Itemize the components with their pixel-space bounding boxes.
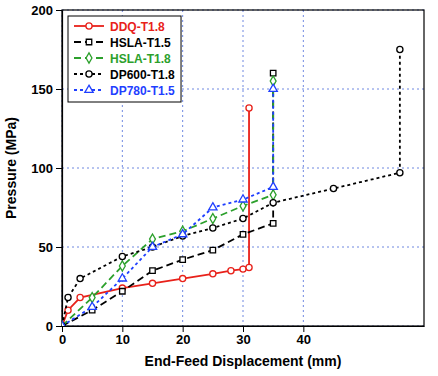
marker (210, 213, 216, 223)
marker (150, 268, 155, 273)
marker (397, 170, 403, 176)
marker (119, 253, 125, 259)
tick: 0 (46, 319, 62, 334)
legend-label: DDQ-T1.8 (110, 20, 165, 34)
legend-marker (86, 71, 92, 77)
series-group (62, 46, 403, 326)
tick-mark (56, 168, 62, 169)
legend-label: DP780-T1.5 (110, 84, 175, 98)
tick-mark (56, 326, 62, 327)
legend-marker (86, 39, 91, 44)
tick-mark (56, 247, 62, 248)
marker (119, 261, 125, 271)
legend-label: HSLA-T1.8 (110, 52, 171, 66)
marker (149, 280, 155, 286)
marker (269, 182, 277, 189)
marker (180, 276, 186, 282)
tick-label: 20 (176, 332, 190, 347)
series-line (62, 73, 273, 326)
marker (88, 302, 96, 309)
axis-line (62, 11, 63, 327)
marker (77, 294, 83, 300)
series-line (62, 89, 273, 326)
marker (269, 84, 277, 91)
tick-label: 40 (297, 332, 311, 347)
marker (120, 289, 125, 294)
grid-line-y (62, 168, 424, 169)
tick: 50 (39, 240, 62, 255)
series-line (62, 108, 249, 326)
marker (210, 225, 216, 231)
tick: 100 (31, 161, 62, 176)
legend-marker (86, 23, 92, 29)
y-axis-title: Pressure (MPa) (3, 117, 19, 219)
legend-box (68, 16, 181, 102)
tick-label: 10 (116, 332, 130, 347)
tick-mark (56, 89, 62, 90)
tick-mark (243, 326, 244, 332)
marker (240, 266, 246, 272)
grid (62, 10, 424, 326)
marker (65, 294, 71, 300)
plot: 0 10 20 30 40 0 50 100 150 200 DDQ-T1.8 HSLA-T1.5 HS… (31, 3, 424, 348)
legend-label: DP600-T1.8 (110, 68, 175, 82)
series-line (62, 50, 400, 327)
marker (179, 230, 187, 237)
tick: 30 (236, 326, 250, 347)
tick: 200 (31, 3, 62, 18)
marker (240, 232, 245, 237)
plot-frame (62, 10, 424, 326)
legend-label: HSLA-T1.5 (110, 36, 171, 50)
legend-marker (85, 85, 93, 92)
tick: 40 (297, 326, 311, 347)
tick-label: 30 (236, 332, 250, 347)
tick-mark (56, 10, 62, 11)
marker (210, 271, 216, 277)
marker (210, 247, 215, 252)
x-axis: 0 10 20 30 40 (59, 326, 425, 347)
tick-label: 150 (31, 82, 53, 97)
tick: 150 (31, 82, 62, 97)
marker (62, 321, 66, 326)
marker (209, 203, 217, 210)
marker (246, 264, 252, 270)
marker (239, 195, 247, 202)
marker (148, 242, 156, 249)
tick-label: 0 (46, 319, 53, 334)
legend: DDQ-T1.8 HSLA-T1.5 HSLA-T1.8 DP600-T1.8 DP78… (68, 16, 181, 102)
tick: 0 (59, 326, 66, 347)
x-axis-title: End-Feed Displacement (mm) (145, 353, 342, 369)
marker (270, 200, 276, 206)
chart: 0 10 20 30 40 0 50 100 150 200 DDQ-T1.8 HSLA-T1.5 HS… (0, 0, 438, 376)
tick-label: 50 (39, 240, 53, 255)
marker (397, 46, 403, 52)
tick: 10 (116, 326, 130, 347)
marker (228, 268, 234, 274)
marker (330, 185, 336, 191)
marker (77, 276, 83, 282)
marker (180, 257, 185, 262)
y-axis: 0 50 100 150 200 (31, 3, 62, 334)
tick: 20 (176, 326, 190, 347)
tick-label: 100 (31, 161, 53, 176)
marker (270, 221, 275, 226)
marker (240, 215, 246, 221)
tick-label: 0 (59, 332, 66, 347)
grid-line-y (62, 247, 424, 248)
marker (118, 274, 126, 281)
legend-marker (86, 53, 92, 63)
marker (270, 190, 276, 200)
tick-mark (122, 326, 123, 332)
tick-mark (62, 326, 63, 332)
series-line (62, 81, 273, 326)
marker (246, 105, 252, 111)
tick-mark (303, 326, 304, 332)
tick-mark (183, 326, 184, 332)
tick-label: 200 (31, 3, 53, 18)
